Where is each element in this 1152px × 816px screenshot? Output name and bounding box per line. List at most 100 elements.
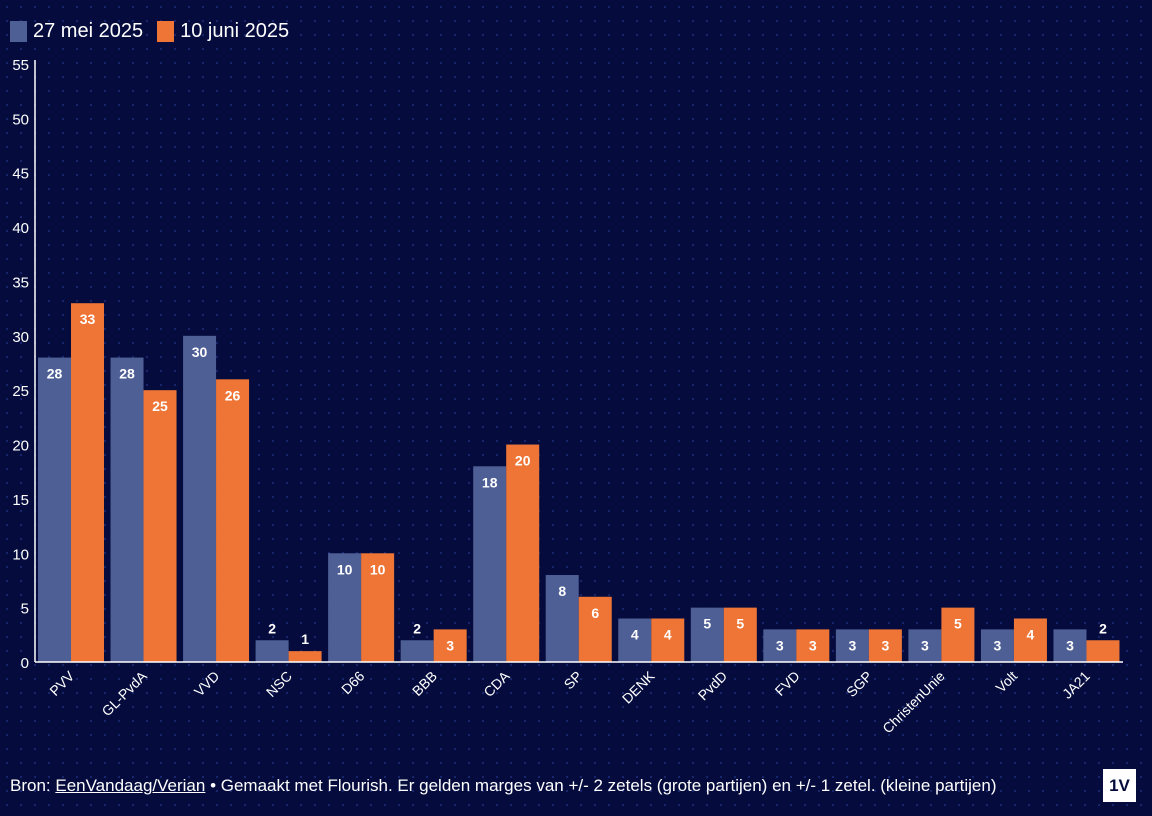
y-tick-label: 25 [12, 383, 29, 400]
x-tick-label-sp: SP [561, 668, 586, 693]
value-label-volt-series-2: 4 [1027, 627, 1035, 643]
bar-ja21-series-1[interactable] [1053, 629, 1087, 662]
bar-d66-series-2[interactable] [361, 553, 395, 662]
footer-prefix: Bron: [10, 776, 56, 795]
bar-vvd-series-2[interactable] [216, 379, 250, 662]
x-tick-label-fvd: FVD [772, 668, 803, 699]
x-tick-label-d66: D66 [338, 668, 368, 698]
bar-d66-series-1[interactable] [328, 553, 362, 662]
y-tick-label: 45 [12, 166, 29, 183]
bar-pvv-series-2[interactable] [71, 303, 104, 662]
value-label-christenunie-series-2: 5 [954, 616, 962, 632]
y-tick-label: 55 [12, 57, 29, 74]
value-label-bbb-series-1: 2 [413, 620, 421, 636]
x-tick-label-sgp: SGP [843, 668, 875, 700]
footer-note: • Gemaakt met Flourish. Er gelden marges… [205, 776, 997, 795]
bar-cda-series-2[interactable] [506, 444, 540, 662]
bar-sp-series-2[interactable] [578, 596, 612, 662]
chart-legend: 27 mei 2025 10 juni 2025 [10, 16, 303, 46]
bar-bbb-series-2[interactable] [433, 629, 467, 662]
bar-fvd-series-1[interactable] [763, 629, 797, 662]
legend-label-series-2: 10 juni 2025 [180, 19, 290, 42]
x-tick-label-bbb: BBB [409, 668, 440, 699]
value-label-d66-series-2: 10 [370, 561, 386, 577]
x-tick-label-nsc: NSC [263, 668, 295, 700]
value-label-vvd-series-1: 30 [192, 344, 208, 360]
x-tick-label-denk: DENK [619, 667, 658, 706]
value-label-nsc-series-2: 1 [301, 631, 309, 647]
legend-item-series-1[interactable]: 27 mei 2025 [10, 20, 143, 43]
x-tick-label-pvdd: PvdD [695, 668, 731, 704]
value-label-denk-series-2: 4 [664, 627, 672, 643]
value-label-cda-series-1: 18 [482, 474, 498, 490]
bar-nsc-series-2[interactable] [288, 651, 322, 662]
value-label-vvd-series-2: 26 [225, 387, 241, 403]
x-axis: PVV GL-PvdA VVD NSC D66 BBB CDA SP DENK PvdD FVD SG… [35, 661, 1123, 736]
source-footer: Bron: EenVandaag/Verian • Gemaakt met Fl… [10, 776, 996, 796]
value-label-nsc-series-1: 2 [268, 620, 276, 636]
value-label-sgp-series-2: 3 [881, 637, 889, 653]
bars [38, 303, 1120, 662]
value-label-fvd-series-1: 3 [776, 637, 784, 653]
value-label-pvv-series-1: 28 [47, 366, 63, 382]
eenvandaag-logo: 1V [1103, 769, 1136, 802]
value-label-pvv-series-2: 33 [80, 311, 96, 327]
y-tick-label: 5 [21, 601, 29, 618]
bar-pvdd-series-2[interactable] [723, 607, 757, 662]
source-link[interactable]: EenVandaag/Verian [55, 776, 206, 795]
bar-gl-pvda-series-1[interactable] [110, 357, 144, 662]
value-label-gl-pvda-series-2: 25 [152, 398, 168, 414]
bar-nsc-series-1[interactable] [255, 640, 289, 662]
legend-item-series-2[interactable]: 10 juni 2025 [157, 20, 289, 43]
bar-volt-series-1[interactable] [980, 629, 1014, 662]
bar-christenunie-series-1[interactable] [908, 629, 942, 662]
bar-fvd-series-2[interactable] [796, 629, 830, 662]
value-label-volt-series-1: 3 [994, 637, 1002, 653]
value-label-pvdd-series-1: 5 [703, 616, 711, 632]
bar-sgp-series-1[interactable] [835, 629, 869, 662]
bar-sp-series-1[interactable] [545, 575, 579, 662]
legend-label-series-1: 27 mei 2025 [33, 19, 144, 42]
bar-christenunie-series-2[interactable] [941, 607, 975, 662]
value-label-sgp-series-1: 3 [848, 637, 856, 653]
bar-gl-pvda-series-2[interactable] [143, 390, 177, 662]
x-tick-label-ja21: JA21 [1059, 668, 1093, 702]
x-tick-label-vvd: VVD [191, 668, 223, 700]
y-tick-label: 10 [12, 546, 29, 563]
value-label-d66-series-1: 10 [337, 561, 353, 577]
value-label-ja21-series-1: 3 [1066, 637, 1074, 653]
value-label-bbb-series-2: 3 [446, 637, 454, 653]
bar-sgp-series-2[interactable] [868, 629, 902, 662]
value-label-pvdd-series-2: 5 [736, 616, 744, 632]
bar-pvv-series-1[interactable] [38, 357, 71, 662]
y-tick-label: 35 [12, 274, 29, 291]
x-tick-label-pvv: PVV [46, 667, 78, 699]
bar-denk-series-2[interactable] [651, 618, 685, 662]
bar-bbb-series-1[interactable] [400, 640, 434, 662]
value-label-sp-series-2: 6 [591, 605, 599, 621]
value-label-sp-series-1: 8 [558, 583, 566, 599]
y-tick-label: 30 [12, 329, 29, 346]
bar-ja21-series-2[interactable] [1086, 640, 1120, 662]
y-axis: 0 5 10 15 20 25 30 35 40 45 50 55 [12, 57, 36, 672]
x-tick-label-cda: CDA [480, 667, 513, 700]
value-label-denk-series-1: 4 [631, 627, 639, 643]
bar-volt-series-2[interactable] [1013, 618, 1047, 662]
x-tick-label-gl-pvda: GL-PvdA [98, 667, 150, 719]
legend-swatch-series-1 [10, 20, 27, 42]
y-tick-label: 0 [21, 655, 29, 672]
value-label-fvd-series-2: 3 [809, 637, 817, 653]
y-tick-label: 20 [12, 438, 29, 455]
bar-cda-series-1[interactable] [473, 466, 507, 662]
bar-denk-series-1[interactable] [618, 618, 652, 662]
value-label-cda-series-2: 20 [515, 453, 531, 469]
legend-swatch-series-2 [157, 20, 175, 42]
y-tick-label: 40 [12, 220, 29, 237]
value-label-gl-pvda-series-1: 28 [119, 366, 135, 382]
bar-vvd-series-1[interactable] [183, 335, 217, 662]
y-tick-label: 15 [12, 492, 29, 509]
bar-pvdd-series-1[interactable] [690, 607, 724, 662]
y-tick-label: 50 [12, 111, 29, 128]
